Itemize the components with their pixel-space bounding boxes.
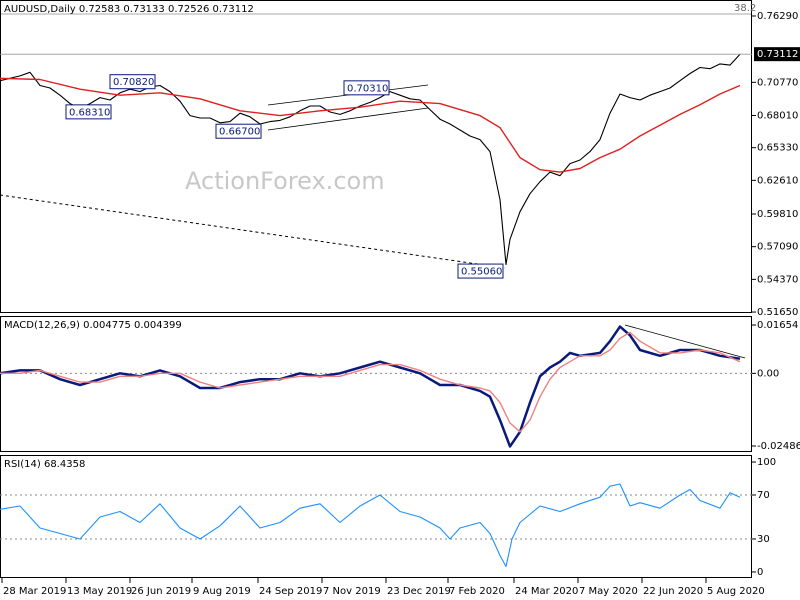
annotation-box (343, 80, 390, 96)
x-tick-label: 24 Sep 2019 (259, 586, 322, 597)
panel-title: AUDUSD,Daily 0.72583 0.73133 0.72526 0.7… (4, 4, 254, 15)
last-price-box (754, 47, 800, 62)
channel-line (267, 107, 429, 131)
x-tick-label: 26 Jun 2019 (131, 586, 191, 597)
panel-frame (0, 0, 752, 313)
x-tick-label: 7 Feb 2020 (449, 586, 505, 597)
series-line (0, 77, 741, 173)
x-tick-label: 24 Mar 2020 (515, 586, 578, 597)
last-price-label: 0.73112 (757, 49, 798, 60)
annotation-box (457, 263, 504, 279)
x-tick-label: 23 Dec 2019 (387, 586, 451, 597)
y-tick-label: 0 (757, 567, 763, 578)
x-tick-label: 22 Jun 2020 (643, 586, 703, 597)
y-tick-label: 100 (757, 457, 776, 468)
annotation-box (109, 74, 156, 90)
y-tick-label: 0.57090 (757, 242, 798, 253)
annotation-label: 0.55060 (461, 267, 502, 278)
fib-label: 38.2 (734, 3, 756, 14)
y-tick-label: 0.01654 (757, 320, 798, 331)
annotation-box (65, 104, 112, 120)
annotation-label: 0.70310 (347, 83, 388, 94)
y-tick-label: 0.76290 (757, 11, 798, 22)
panel-frame (0, 316, 752, 452)
y-tick-label: 0.65330 (757, 143, 798, 154)
y-tick-label: 30 (757, 534, 770, 545)
panel-frame (0, 455, 752, 578)
series-line (0, 483, 741, 568)
y-tick-label: 0.59810 (757, 209, 798, 220)
macd-trend-line (624, 324, 746, 359)
x-tick-label: 7 Nov 2019 (323, 586, 381, 597)
annotation-label: 0.70820 (113, 77, 154, 88)
panel-title: RSI(14) 68.4358 (4, 459, 85, 470)
annotation-label: 0.66700 (219, 127, 260, 138)
x-tick-label: 5 Aug 2020 (707, 586, 765, 597)
series-line (0, 331, 741, 433)
y-tick-label: 0.00 (757, 368, 779, 379)
series-line (0, 325, 741, 448)
watermark: ActionForex.com (185, 167, 385, 195)
y-tick-label: 0.68010 (757, 110, 798, 121)
y-tick-label: 0.62610 (757, 175, 798, 186)
y-tick-label: 0.54370 (757, 274, 798, 285)
trend-line (0, 194, 506, 269)
panel-title: MACD(12,26,9) 0.004775 0.004399 (4, 320, 182, 331)
y-tick-label: -0.02486 (757, 441, 800, 452)
y-tick-label: 0.51650 (757, 307, 798, 318)
annotation-label: 0.68310 (69, 107, 110, 118)
y-tick-label: 0.70770 (757, 77, 798, 88)
annotation-box (215, 123, 262, 139)
x-tick-label: 9 Aug 2019 (193, 586, 251, 597)
series-line (0, 53, 741, 266)
x-tick-label: 13 May 2019 (67, 586, 132, 597)
x-tick-label: 28 Mar 2019 (3, 586, 66, 597)
x-tick-label: 7 May 2020 (579, 586, 638, 597)
y-tick-label: 70 (757, 490, 770, 501)
